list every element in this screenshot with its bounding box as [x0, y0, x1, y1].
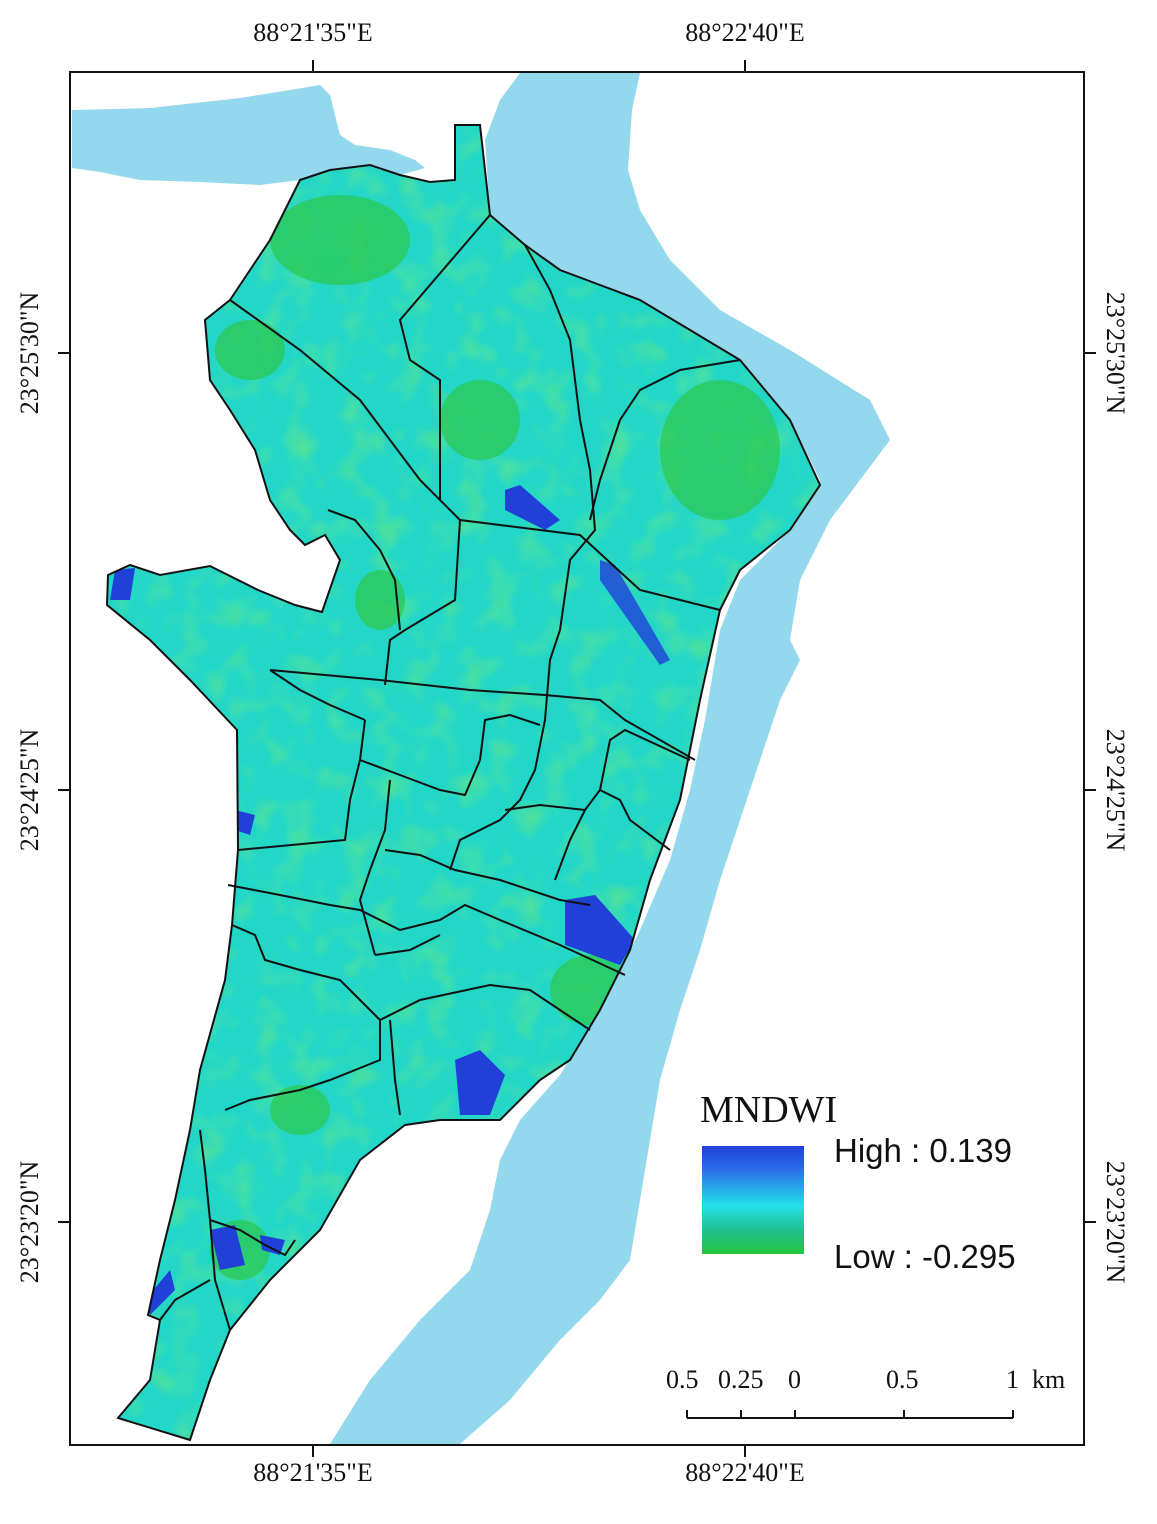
left-latitude-label: 23°24'25"N	[15, 728, 44, 852]
ward-boundaries	[159, 214, 741, 1331]
legend-color-ramp	[702, 1146, 804, 1254]
bottom-longitude-label: 88°21'35"E	[253, 1458, 373, 1487]
scale-bar	[686, 1410, 1014, 1419]
right-latitude-label: 23°23'20"N	[1101, 1160, 1130, 1284]
river-arm	[72, 85, 425, 185]
legend-title: MNDWI	[700, 1089, 838, 1131]
scale-label: 0.5	[886, 1365, 919, 1394]
left-latitude-label: 23°23'20"N	[15, 1160, 44, 1284]
scale-label: 0.5	[666, 1365, 699, 1394]
scale-label: 0	[788, 1365, 801, 1394]
top-longitude-label: 88°22'40"E	[685, 18, 805, 47]
right-latitude-label: 23°25'30"N	[1101, 291, 1130, 415]
legend-high-label: High : 0.139	[834, 1132, 1012, 1169]
left-latitude-label: 23°25'30"N	[15, 291, 44, 415]
scale-label: 1	[1006, 1365, 1019, 1394]
river	[330, 73, 890, 1444]
bottom-longitude-label: 88°22'40"E	[685, 1458, 805, 1487]
scale-unit: km	[1032, 1365, 1066, 1394]
top-longitude-label: 88°21'35"E	[253, 18, 373, 47]
graticule-ticks	[58, 60, 1096, 1457]
right-latitude-label: 23°24'25"N	[1101, 728, 1130, 852]
scale-label: 0.25	[718, 1365, 764, 1394]
legend-low-label: Low : -0.295	[834, 1238, 1016, 1275]
